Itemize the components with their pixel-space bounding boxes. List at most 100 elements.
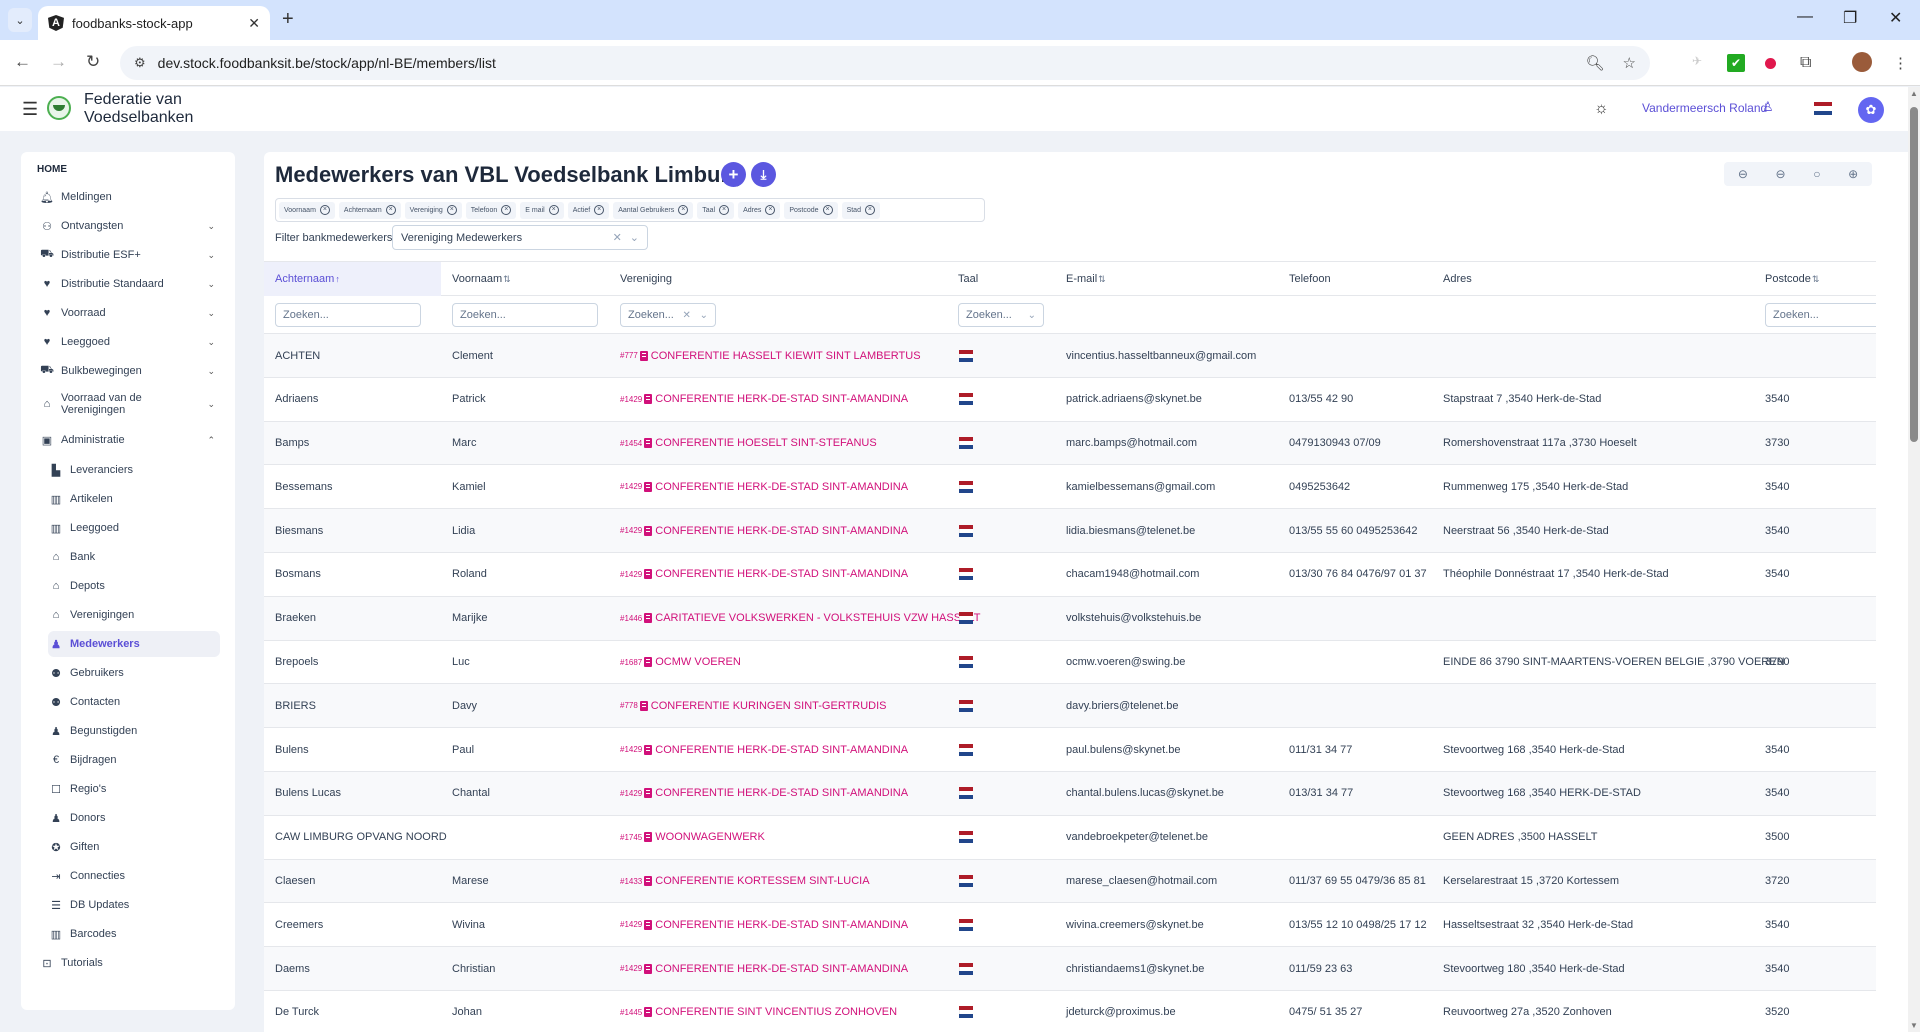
table-row[interactable]: Biesmans Lidia #1429 CONFERENTIE HERK-DE…	[264, 509, 1876, 553]
sidebar-item-barcodes[interactable]: ▥ Barcodes	[48, 921, 220, 947]
association-link[interactable]: #777 CONFERENTIE HASSELT KIEWIT SINT LAM…	[620, 350, 921, 362]
association-link[interactable]: #1429 CONFERENTIE HERK-DE-STAD SINT-AMAN…	[620, 787, 908, 799]
association-link[interactable]: #1454 CONFERENTIE HOESELT SINT-STEFANUS	[620, 437, 877, 449]
extensions-puzzle-icon[interactable]: ⧉	[1800, 54, 1812, 71]
cell-association[interactable]: #1429 CONFERENTIE HERK-DE-STAD SINT-AMAN…	[620, 509, 908, 552]
theme-sun-icon[interactable]: ☼	[1594, 100, 1609, 117]
checkmark-extension-icon[interactable]: ✔	[1727, 54, 1745, 72]
remove-chip-icon[interactable]: ×	[319, 205, 330, 215]
association-link[interactable]: #1433 CONFERENTIE KORTESSEM SINT-LUCIA	[620, 875, 870, 887]
taal-search-select[interactable]: Zoeken... ⌄	[958, 303, 1044, 327]
cell-association[interactable]: #777 CONFERENTIE HASSELT KIEWIT SINT LAM…	[620, 334, 921, 377]
chevron-down-icon[interactable]: ⌄	[629, 232, 639, 244]
sidebar-item-gebruikers[interactable]: ⚉ Gebruikers	[48, 660, 220, 686]
url-text[interactable]: dev.stock.foodbanksit.be/stock/app/nl-BE…	[157, 55, 496, 71]
association-link[interactable]: #1429 CONFERENTIE HERK-DE-STAD SINT-AMAN…	[620, 393, 908, 405]
cell-association[interactable]: #778 CONFERENTIE KURINGEN SINT-GERTRUDIS	[620, 684, 887, 727]
voornaam-search-input[interactable]: Zoeken...	[452, 303, 598, 327]
restore-icon[interactable]: ❐	[1843, 10, 1858, 27]
cell-association[interactable]: #1429 CONFERENTIE HERK-DE-STAD SINT-AMAN…	[620, 728, 908, 771]
cell-association[interactable]: #1454 CONFERENTIE HOESELT SINT-STEFANUS	[620, 422, 877, 465]
chevron-down-icon[interactable]: ⌄	[1027, 309, 1036, 321]
sidebar-item-regios[interactable]: ☐ Regio's	[48, 776, 220, 802]
tab-search-dropdown-icon[interactable]: ⌄	[8, 8, 32, 32]
extension-icon[interactable]: ✈	[1692, 54, 1703, 68]
sidebar-item-distributie-esf[interactable]: ⛟ Distributie ESF+ ⌄	[39, 242, 229, 268]
profile-avatar[interactable]	[1852, 52, 1872, 72]
hamburger-menu-icon[interactable]: ☰	[22, 99, 39, 119]
table-row[interactable]: Bulens Lucas Chantal #1429 CONFERENTIE H…	[264, 771, 1876, 816]
association-link[interactable]: #1687 OCMW VOEREN	[620, 656, 741, 668]
scroll-down-icon[interactable]: ▼	[1910, 1021, 1918, 1030]
table-row[interactable]: Bosmans Roland #1429 CONFERENTIE HERK-DE…	[264, 553, 1876, 597]
filter-bankmedewerkers-select[interactable]: Vereniging Medewerkers ✕ ⌄	[392, 225, 648, 250]
cell-association[interactable]: #1429 CONFERENTIE HERK-DE-STAD SINT-AMAN…	[620, 465, 908, 508]
cell-association[interactable]: #1745 WOONWAGENWERK	[620, 816, 765, 859]
sidebar-item-voorraad-verenigingen[interactable]: ⌂ Voorraad van de Verenigingen ⌄	[39, 388, 229, 420]
minimize-icon[interactable]: —	[1797, 8, 1813, 25]
association-link[interactable]: #1445 CONFERENTIE SINT VINCENTIUS ZONHOV…	[620, 1006, 897, 1018]
cell-association[interactable]: #1429 CONFERENTIE HERK-DE-STAD SINT-AMAN…	[620, 947, 908, 990]
association-link[interactable]: #1745 WOONWAGENWERK	[620, 831, 765, 843]
sidebar-item-verenigingen[interactable]: ⌂ Verenigingen	[48, 602, 220, 628]
sidebar-item-leeggoed[interactable]: ♥ Leeggoed ⌄	[39, 329, 229, 355]
new-tab-icon[interactable]: +	[282, 8, 294, 30]
user-name[interactable]: Vandermeersch Roland	[1642, 101, 1768, 115]
sidebar-item-giften[interactable]: ✪ Giften	[48, 834, 220, 860]
postcode-search-input[interactable]: Zoeken...	[1765, 303, 1876, 327]
sidebar-item-artikelen[interactable]: ▥ Artikelen	[48, 486, 220, 512]
table-row[interactable]: De Turck Johan #1445 CONFERENTIE SINT VI…	[264, 991, 1876, 1032]
remove-chip-icon[interactable]: ×	[822, 205, 833, 215]
association-link[interactable]: #778 CONFERENTIE KURINGEN SINT-GERTRUDIS	[620, 700, 887, 712]
zoom-out-icon[interactable]: ⊖	[1737, 167, 1748, 181]
association-link[interactable]: #1429 CONFERENTIE HERK-DE-STAD SINT-AMAN…	[620, 481, 908, 493]
remove-chip-icon[interactable]: ×	[678, 205, 689, 215]
palette-icon[interactable]: ✿	[1858, 97, 1884, 123]
achternaam-search-input[interactable]: Zoeken...	[275, 303, 421, 327]
scroll-up-icon[interactable]: ▲	[1910, 89, 1918, 98]
association-link[interactable]: #1446 CARITATIEVE VOLKSWERKEN - VOLKSTEH…	[620, 612, 980, 624]
remove-chip-icon[interactable]: ×	[501, 205, 512, 215]
sidebar-item-voorraad[interactable]: ♥ Voorraad ⌄	[39, 300, 229, 326]
remove-chip-icon[interactable]: ×	[446, 205, 457, 215]
zoom-reset-icon[interactable]: ○	[1813, 167, 1821, 181]
clear-icon[interactable]: ✕	[612, 232, 622, 244]
forward-icon[interactable]: →	[50, 52, 67, 71]
sidebar-item-medewerkers[interactable]: ♟ Medewerkers	[48, 631, 220, 657]
table-row[interactable]: Brepoels Luc #1687 OCMW VOEREN ocmw.voer…	[264, 641, 1876, 685]
sidebar-item-bijdragen[interactable]: € Bijdragen	[48, 747, 220, 773]
remove-chip-icon[interactable]: ×	[864, 205, 875, 215]
association-link[interactable]: #1429 CONFERENTIE HERK-DE-STAD SINT-AMAN…	[620, 744, 908, 756]
column-header-achternaam[interactable]: Achternaam ↑	[264, 262, 441, 296]
user-icon[interactable]: ♙	[1762, 99, 1774, 114]
sidebar-item-distributie-standaard[interactable]: ♥ Distributie Standaard ⌄	[39, 271, 229, 297]
cell-association[interactable]: #1429 CONFERENTIE HERK-DE-STAD SINT-AMAN…	[620, 772, 908, 815]
back-icon[interactable]: ←	[14, 52, 31, 71]
sidebar-item-ontvangsten[interactable]: ⚇ Ontvangsten ⌄	[39, 213, 229, 239]
zoom-out-small-icon[interactable]: ⊖	[1775, 167, 1786, 181]
column-header-email[interactable]: E-mail ⇅	[1055, 262, 1278, 296]
sidebar-item-administratie[interactable]: ▣ Administratie ⌃	[39, 427, 229, 453]
sidebar-item-meldingen[interactable]: 🔔︎ Meldingen	[39, 184, 229, 210]
table-row[interactable]: Bamps Marc #1454 CONFERENTIE HOESELT SIN…	[264, 421, 1876, 466]
cell-association[interactable]: #1687 OCMW VOEREN	[620, 641, 741, 684]
sidebar-item-contacten[interactable]: ⚉ Contacten	[48, 689, 220, 715]
cell-association[interactable]: #1433 CONFERENTIE KORTESSEM SINT-LUCIA	[620, 860, 870, 903]
page-scrollbar[interactable]: ▲ ▼	[1908, 87, 1920, 1032]
chevron-down-icon[interactable]: ⌄	[699, 309, 708, 321]
remove-chip-icon[interactable]: ×	[719, 205, 730, 215]
table-row[interactable]: CAW LIMBURG OPVANG NOORD #1745 WOONWAGEN…	[264, 816, 1876, 860]
table-row[interactable]: Daems Christian #1429 CONFERENTIE HERK-D…	[264, 947, 1876, 991]
table-row[interactable]: Braeken Marijke #1446 CARITATIEVE VOLKSW…	[264, 596, 1876, 641]
language-flag-icon[interactable]	[1814, 102, 1832, 115]
add-member-button[interactable]: +	[721, 162, 746, 187]
vereniging-search-select[interactable]: Zoeken... ✕ ⌄	[620, 303, 716, 327]
sidebar-item-donors[interactable]: ♟ Donors	[48, 805, 220, 831]
browser-menu-icon[interactable]: ⋮	[1893, 55, 1908, 72]
sidebar-item-leveranciers[interactable]: ▙ Leveranciers	[48, 457, 220, 483]
cell-association[interactable]: #1429 CONFERENTIE HERK-DE-STAD SINT-AMAN…	[620, 903, 908, 946]
sidebar-item-tutorials[interactable]: ⊡ Tutorials	[39, 950, 229, 976]
column-header-voornaam[interactable]: Voornaam ⇅	[441, 262, 609, 296]
cell-association[interactable]: #1429 CONFERENTIE HERK-DE-STAD SINT-AMAN…	[620, 553, 908, 596]
sidebar-item-leeggoed-admin[interactable]: ▥ Leeggoed	[48, 515, 220, 541]
